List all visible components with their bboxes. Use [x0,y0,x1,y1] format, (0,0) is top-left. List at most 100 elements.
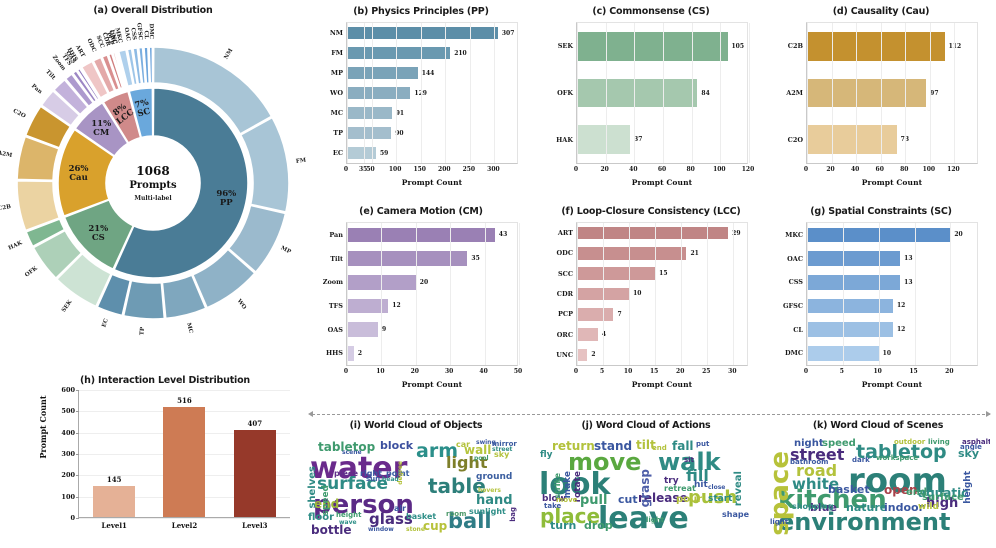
sunburst-segment[interactable] [126,47,139,86]
sunburst-segment[interactable] [32,229,83,280]
bar-row[interactable]: TP 90 [333,123,517,143]
bar-row[interactable]: ODC 21 [557,243,747,263]
bar-fill[interactable] [577,247,687,260]
sunburst-segment[interactable] [16,179,61,232]
bar-row[interactable]: SCC 15 [558,264,747,284]
sunburst-segment[interactable] [107,52,124,90]
bar-fill[interactable] [233,430,276,517]
bar-fill[interactable] [347,126,392,140]
bar-row[interactable]: MKC 20 [785,223,977,247]
bar-fill[interactable] [347,106,392,120]
gridline [842,223,844,365]
sunburst-segment[interactable] [71,69,98,104]
bar-fill[interactable] [807,251,901,266]
bar-row[interactable]: CL 12 [793,318,977,342]
bar-row[interactable]: Zoom 20 [323,270,517,294]
sunburst-segment[interactable] [96,273,132,317]
bar-fill[interactable] [347,298,389,314]
bar-fill[interactable] [807,298,893,314]
sunburst-segment[interactable] [64,72,95,108]
sunburst-segment[interactable] [111,51,126,89]
sunburst-segment[interactable] [132,47,143,85]
bar-row[interactable]: GFSC 12 [783,294,977,318]
wordcloud-word: bottle [311,523,352,537]
sunburst-segment[interactable] [25,217,66,248]
bar-column[interactable]: 145 Level1 [93,390,136,530]
sunburst-segment[interactable] [152,46,273,136]
bar-row[interactable]: C2O 73 [788,116,977,163]
bar-row[interactable]: SEK 105 [558,23,747,70]
bar-fill[interactable] [347,146,376,160]
gridline [79,518,290,519]
sunburst-segment[interactable] [161,274,207,320]
sunburst-segment[interactable] [148,46,154,84]
bar-fill[interactable] [577,267,656,280]
bar-row[interactable]: C2B112 [788,23,977,70]
sunburst-segment[interactable] [227,204,287,274]
bar-fill[interactable] [577,307,614,321]
bar-row[interactable]: NM 307 [330,23,517,43]
bar-fill[interactable] [807,125,897,155]
bar-fill[interactable] [347,227,495,243]
bar-row[interactable]: OAC 13 [787,247,977,271]
sunburst-segment[interactable] [101,53,121,92]
sunburst-segment[interactable] [143,46,151,85]
bar-row[interactable]: ART 29 [558,223,747,243]
bar-fill[interactable] [577,226,729,240]
bar-row[interactable]: FM 210 [331,43,517,63]
sunburst-segment[interactable] [80,60,110,99]
bar-fill[interactable] [807,274,901,290]
bar-fill[interactable] [347,251,468,266]
bar-fill[interactable] [577,348,588,362]
bar-fill[interactable] [807,322,893,337]
bar-row[interactable]: EC 59 [333,143,517,163]
bar-row[interactable]: Tilt 35 [330,247,517,271]
sunburst-segment[interactable] [122,279,166,320]
bar-row[interactable]: MC 91 [331,103,517,123]
wordcloud-word: bathroom [790,458,829,466]
bar-row[interactable]: CSS 13 [789,270,977,294]
sunburst-segment[interactable] [137,46,147,85]
panel-causality: (d) Causality (Cau) C2B112 A2M 97 C2O 73 0 20… [766,2,996,200]
bar-fill[interactable] [347,322,378,337]
sunburst-segment[interactable] [191,248,256,309]
bar-fill[interactable] [347,66,418,80]
x-tick-label: 0 [573,368,579,375]
sunburst-segment[interactable] [239,116,290,214]
bar-value-label: 307 [501,29,515,37]
bar-row[interactable]: WO 129 [330,83,517,103]
bar-fill[interactable] [577,328,598,341]
sunburst-segment[interactable] [24,105,72,149]
bar-fill[interactable] [347,86,411,100]
sunburst-segment[interactable] [52,78,90,116]
sunburst-segment[interactable] [40,89,81,127]
sunburst-segment[interactable] [117,48,135,88]
bar-row[interactable]: DMC 10 [785,341,977,365]
bar-row[interactable]: Pan 43 [329,223,517,247]
sunburst-segment[interactable] [92,56,116,95]
bar-row[interactable]: UNC 2 [556,345,747,365]
bar-fill[interactable] [577,125,631,155]
bar-fill[interactable] [347,26,498,40]
bar-column[interactable]: 516 Level2 [163,390,206,530]
bar-fill[interactable] [807,31,945,61]
bar-fill[interactable] [577,78,698,108]
bar-row[interactable]: HHS 2 [326,341,517,365]
sunburst-segment[interactable] [55,252,113,308]
bar-fill[interactable] [163,406,206,517]
bar-row[interactable]: HAK 37 [556,116,747,163]
bar-row[interactable]: TFS 12 [329,294,517,318]
bar-fill[interactable] [93,486,136,517]
bar-column[interactable]: 407 Level3 [233,390,276,530]
bar-fill[interactable] [577,31,728,61]
bar-fill[interactable] [347,345,354,361]
bar-fill[interactable] [347,46,451,60]
y-tick-mark [76,475,79,477]
bar-row[interactable]: A2M 97 [786,70,977,117]
bar-row[interactable]: OFK 84 [557,70,747,117]
bar-fill[interactable] [807,78,927,108]
x-tick-label: 50 [366,166,375,173]
bar-row[interactable]: OAS 9 [328,318,517,342]
bar-row[interactable]: PCP 7 [558,304,747,324]
sunburst-segment[interactable] [16,135,61,182]
